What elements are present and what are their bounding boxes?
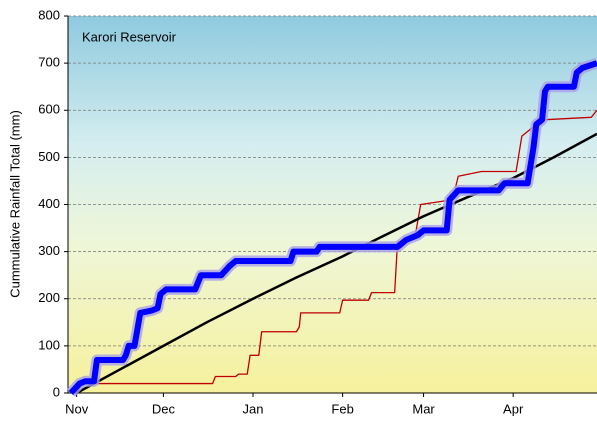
y-tick-label: 500 bbox=[38, 149, 60, 164]
series-line bbox=[68, 60, 597, 396]
y-tick-label: 200 bbox=[38, 290, 60, 305]
y-tick-label: 0 bbox=[53, 384, 60, 399]
series-line bbox=[76, 109, 597, 394]
x-tick-label: Nov bbox=[65, 401, 89, 416]
y-tick-label: 300 bbox=[38, 243, 60, 258]
y-tick-label: 100 bbox=[38, 337, 60, 352]
y-tick-label: 700 bbox=[38, 55, 60, 70]
chart-title: Karori Reservoir bbox=[82, 29, 177, 44]
x-tick-label: Mar bbox=[412, 401, 435, 416]
x-tick-label: Jan bbox=[243, 401, 264, 416]
x-tick-label: Apr bbox=[503, 401, 524, 416]
x-tick-label: Dec bbox=[152, 401, 176, 416]
y-tick-label: 800 bbox=[38, 7, 60, 22]
x-tick-label: Feb bbox=[331, 401, 353, 416]
y-axis-label: Cummulative Rainfall Total (mm) bbox=[7, 110, 22, 298]
y-tick-label: 400 bbox=[38, 196, 60, 211]
plot-area bbox=[68, 16, 597, 393]
y-tick-label: 600 bbox=[38, 102, 60, 117]
